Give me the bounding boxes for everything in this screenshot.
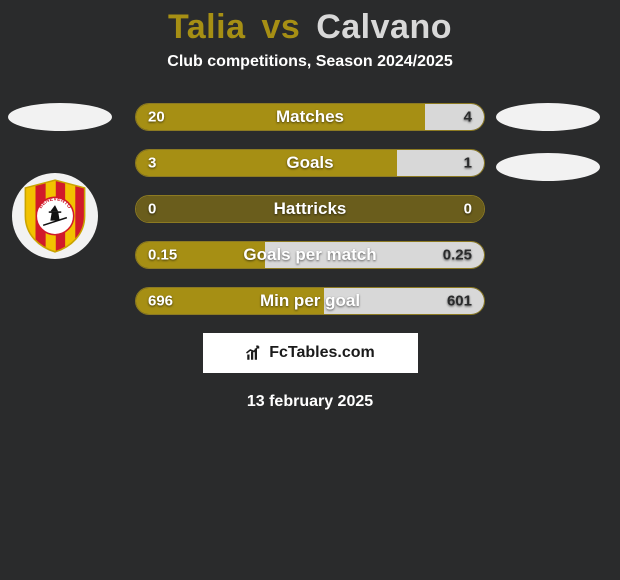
stat-label: Matches [276, 107, 344, 127]
stat-value-left: 696 [148, 293, 173, 310]
stat-label: Goals per match [243, 245, 376, 265]
stat-value-right: 4 [464, 109, 472, 126]
club-badge: BENEVENTO [12, 173, 98, 259]
stat-label: Goals [286, 153, 333, 173]
date-text: 13 february 2025 [0, 393, 620, 411]
stat-label: Hattricks [274, 199, 347, 219]
stat-rows: 20 4 Matches 3 1 Goals 0 0 Hattricks 0.15 0.25 Goal… [135, 103, 485, 315]
stats-container: BENEVENTO 20 4 Matches 3 1 Goals 0 0 Hattricks 0.… [0, 103, 620, 315]
stat-value-left: 0 [148, 201, 156, 218]
stat-row: 0.15 0.25 Goals per match [135, 241, 485, 269]
stat-value-left: 20 [148, 109, 165, 126]
player-left-ellipse [8, 103, 112, 131]
stat-row: 696 601 Min per goal [135, 287, 485, 315]
title-right-name: Calvano [316, 8, 452, 46]
subtitle: Club competitions, Season 2024/2025 [0, 53, 620, 71]
stat-value-right: 1 [464, 155, 472, 172]
player-right-ellipse-1 [496, 103, 600, 131]
brand-box[interactable]: FcTables.com [203, 333, 418, 373]
stat-row: 20 4 Matches [135, 103, 485, 131]
title-vs: vs [261, 8, 300, 46]
player-right-ellipse-2 [496, 153, 600, 181]
stat-value-right: 0.25 [443, 247, 472, 264]
brand-text: FcTables.com [269, 344, 375, 362]
bar-chart-icon [245, 344, 263, 362]
stat-value-left: 3 [148, 155, 156, 172]
page-title: Talia vs Calvano [0, 0, 620, 47]
stat-label: Min per goal [260, 291, 360, 311]
stat-bar-right [425, 104, 484, 130]
stat-value-right: 0 [464, 201, 472, 218]
shield-icon: BENEVENTO [16, 177, 94, 255]
title-left-name: Talia [168, 8, 245, 46]
stat-value-left: 0.15 [148, 247, 177, 264]
stat-value-right: 601 [447, 293, 472, 310]
stat-row: 3 1 Goals [135, 149, 485, 177]
stat-bar-left [136, 150, 397, 176]
stat-row: 0 0 Hattricks [135, 195, 485, 223]
